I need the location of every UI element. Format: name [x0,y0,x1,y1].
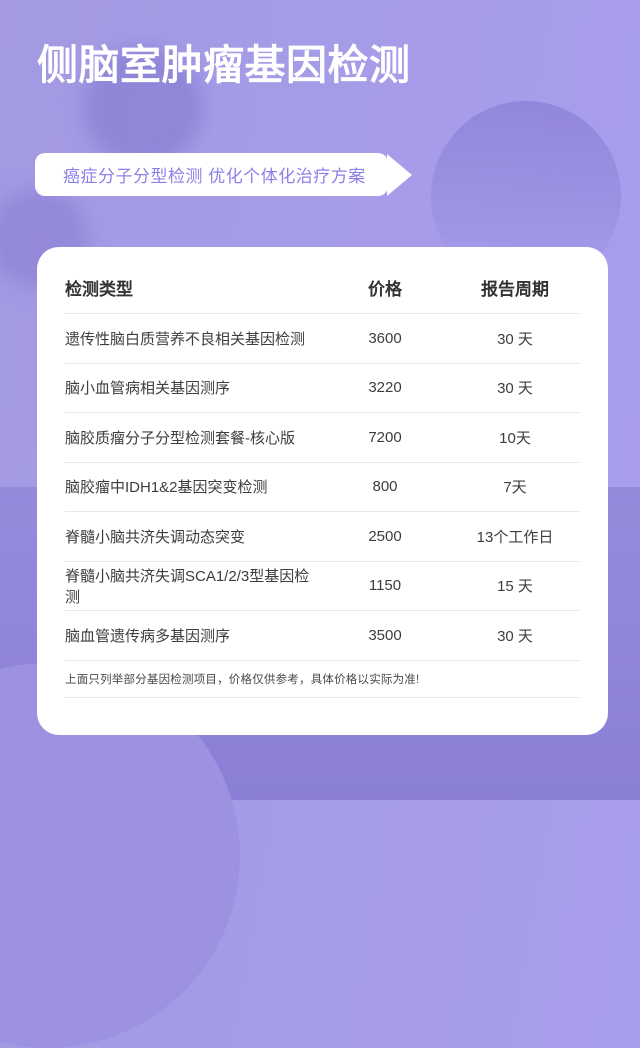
test-report-period: 30 天 [497,380,533,398]
table-row: 脑胶瘤中IDH1&2基因突变检测 800 7天 [65,463,580,512]
test-report-period: 30 天 [497,330,533,348]
test-name: 脊髓小脑共济失调动态突变 [65,528,246,546]
test-name: 脑胶瘤中IDH1&2基因突变检测 [65,479,268,497]
table-row: 脑血管遗传病多基因测序 3500 30 天 [65,611,580,661]
test-report-period: 13个工作日 [476,528,554,546]
test-name: 脑小血管病相关基因测序 [65,380,231,398]
price-table-card: 检测类型 价格 报告周期 遗传性脑白质营养不良相关基因检测 3600 30 天 … [37,247,608,735]
test-report-period: 30 天 [497,627,533,645]
table-row: 脑胶质瘤分子分型检测套餐-核心版 7200 10天 [65,413,580,463]
table-footnote-row: 上面只列举部分基因检测项目，价格仅供参考，具体价格以实际为准! [65,661,580,698]
table-body: 遗传性脑白质营养不良相关基因检测 3600 30 天 脑小血管病相关基因测序 3… [65,314,580,661]
test-name: 遗传性脑白质营养不良相关基因检测 [65,330,306,348]
test-price: 800 [372,478,398,496]
table-row: 遗传性脑白质营养不良相关基因检测 3600 30 天 [65,314,580,364]
column-header-test-type: 检测类型 [65,280,133,299]
test-name: 脑胶质瘤分子分型检测套餐-核心版 [65,429,295,447]
test-report-period: 7天 [503,479,527,497]
column-header-price: 价格 [368,280,402,299]
table-row: 脑小血管病相关基因测序 3220 30 天 [65,364,580,413]
footnote-text: 上面只列举部分基因检测项目，价格仅供参考，具体价格以实际为准! [65,673,420,686]
table-row: 脊髓小脑共济失调SCA1/2/3型基因检测 1150 15 天 [65,562,580,611]
subtitle-ribbon: 癌症分子分型检测 优化个体化治疗方案 [35,153,388,196]
test-price: 3600 [368,329,402,347]
test-price: 3500 [368,626,402,644]
background-blob-circle [83,46,203,166]
test-name: 脑血管遗传病多基因测序 [65,627,231,645]
test-price: 1150 [368,577,402,595]
test-report-period: 15 天 [497,578,533,596]
table-row: 脊髓小脑共济失调动态突变 2500 13个工作日 [65,512,580,562]
test-name: 脊髓小脑共济失调SCA1/2/3型基因检测 [65,567,310,606]
test-price: 2500 [368,527,402,545]
column-header-report-period: 报告周期 [481,280,549,299]
page-title: 侧脑室肿瘤基因检测 [37,42,411,88]
subtitle-text: 癌症分子分型检测 优化个体化治疗方案 [63,167,366,186]
test-report-period: 10天 [499,429,531,447]
test-price: 7200 [368,428,402,446]
test-price: 3220 [368,379,402,397]
table-header-row: 检测类型 价格 报告周期 [65,247,580,314]
